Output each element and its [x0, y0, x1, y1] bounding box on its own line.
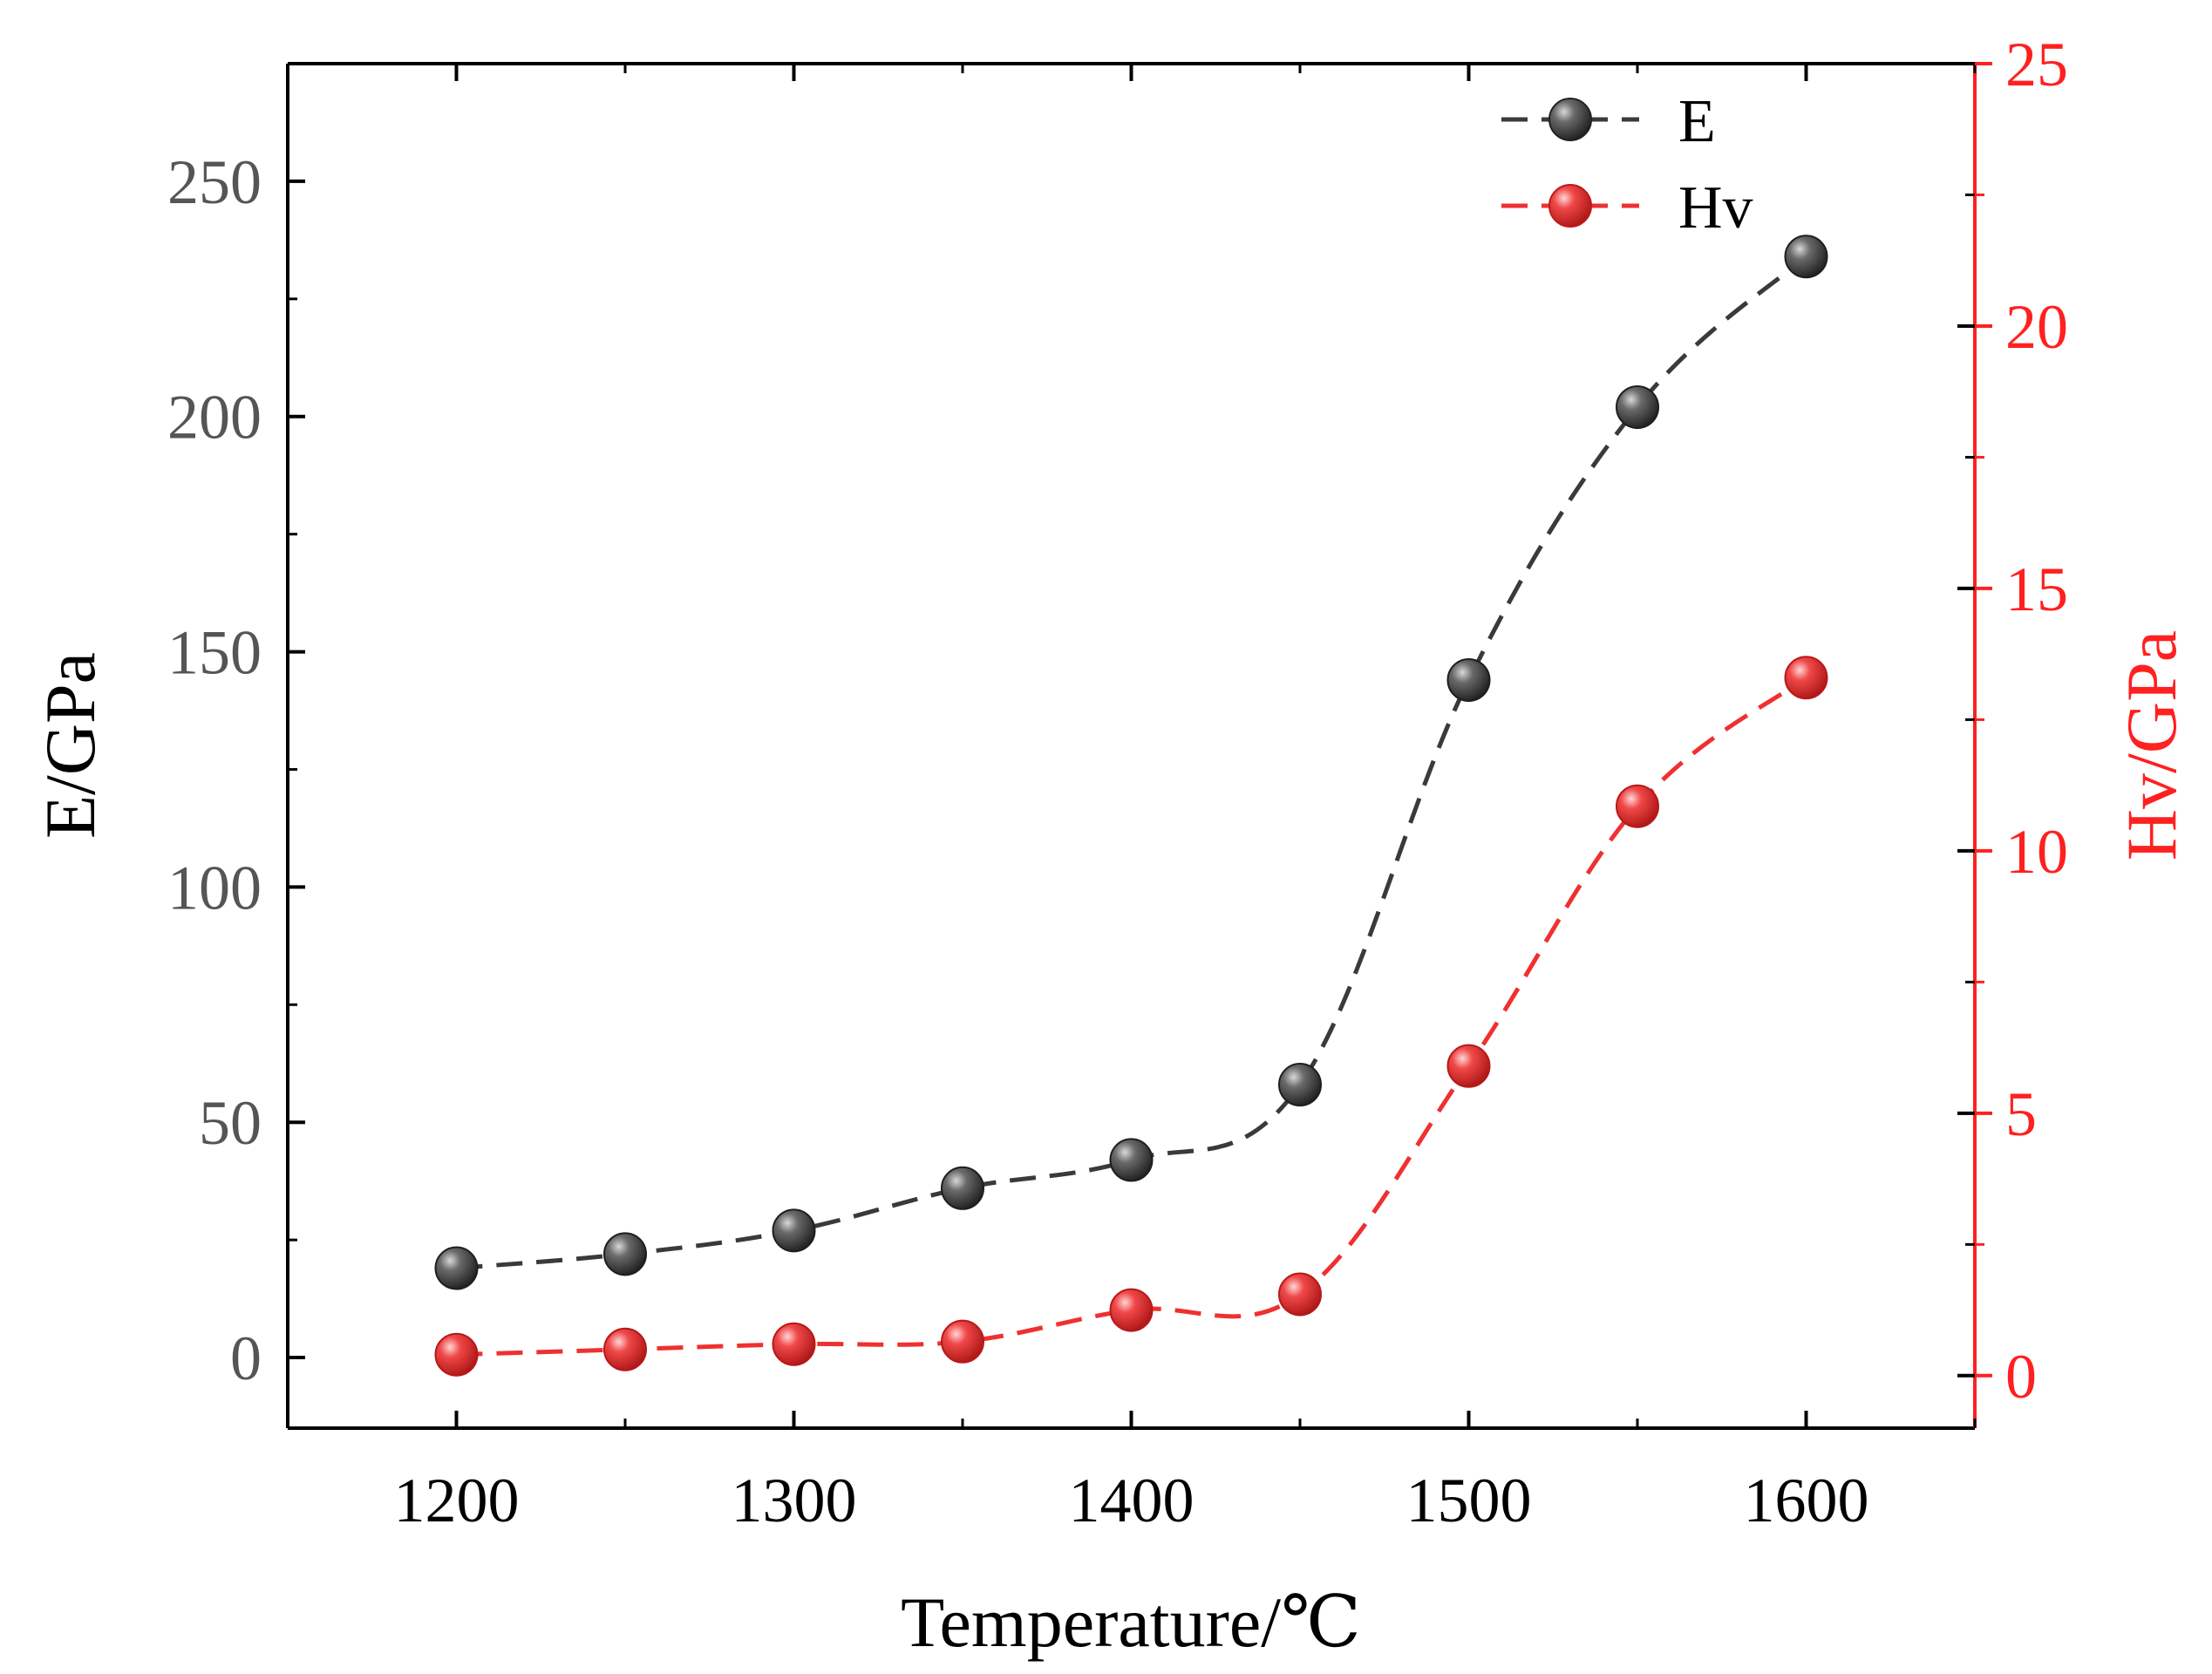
- x-tick-label-3: 1500: [1406, 1466, 1532, 1535]
- data-point-E-1200: [434, 1246, 479, 1290]
- y-axis-title: E/GPa: [31, 652, 110, 839]
- x-tick-label-0: 1200: [394, 1466, 520, 1535]
- series-markers-layer: [434, 235, 1828, 1377]
- data-point-Hv-1400: [1109, 1288, 1154, 1332]
- legend-label-E: E: [1678, 88, 1716, 155]
- data-point-E-1300: [772, 1208, 816, 1253]
- y-tick-label-2: 100: [167, 853, 262, 922]
- data-point-E-1400: [1109, 1138, 1154, 1182]
- data-point-E-1450: [1278, 1063, 1322, 1107]
- data-point-E-1500: [1446, 657, 1491, 702]
- data-point-E-1600: [1784, 235, 1828, 279]
- y2-tick-label-3: 15: [2005, 555, 2068, 624]
- data-point-E-1350: [941, 1166, 984, 1210]
- y-tick-label-0: 0: [230, 1324, 262, 1393]
- data-point-Hv-1500: [1446, 1044, 1491, 1088]
- data-point-Hv-1250: [603, 1327, 647, 1371]
- y2-tick-label-1: 5: [2005, 1079, 2037, 1149]
- y2-tick-label-5: 25: [2005, 30, 2068, 99]
- y-tick-label-3: 150: [167, 618, 262, 688]
- data-point-Hv-1200: [434, 1332, 479, 1377]
- x-axis-title: Temperature/℃: [901, 1582, 1361, 1662]
- y-tick-label-5: 250: [167, 147, 262, 217]
- series-lines-layer: [456, 255, 1808, 1358]
- y-tick-label-4: 200: [167, 383, 262, 453]
- x-tick-label-1: 1300: [732, 1466, 857, 1535]
- tick-labels-layer: 1200 1300 1400 1500 1600 0 50 100 150 200 250 0 5 10 1…: [167, 30, 2068, 1535]
- data-point-Hv-1600: [1784, 656, 1828, 700]
- legend-marker-E: [1548, 98, 1592, 141]
- data-point-Hv-1450: [1278, 1272, 1322, 1317]
- x-tick-label-4: 1600: [1744, 1466, 1869, 1535]
- series-line-Hv: [456, 676, 1808, 1358]
- y2-tick-label-4: 20: [2005, 292, 2068, 362]
- y2-tick-label-2: 10: [2005, 817, 2068, 887]
- legend-marker-Hv: [1548, 184, 1592, 228]
- data-point-E-1550: [1616, 384, 1659, 429]
- data-point-Hv-1550: [1616, 784, 1659, 828]
- legend: E Hv: [1501, 88, 1753, 242]
- y2-axis-title: Hv/GPa: [2112, 630, 2191, 861]
- data-point-Hv-1350: [941, 1319, 984, 1364]
- y2-tick-label-0: 0: [2005, 1342, 2037, 1412]
- x-tick-label-2: 1400: [1069, 1466, 1194, 1535]
- y-tick-label-1: 50: [199, 1088, 262, 1158]
- data-point-E-1250: [603, 1232, 647, 1276]
- series-line-E: [456, 255, 1808, 1271]
- data-point-Hv-1300: [772, 1322, 816, 1366]
- legend-label-Hv: Hv: [1678, 174, 1753, 242]
- ticks-layer: [286, 62, 1992, 1428]
